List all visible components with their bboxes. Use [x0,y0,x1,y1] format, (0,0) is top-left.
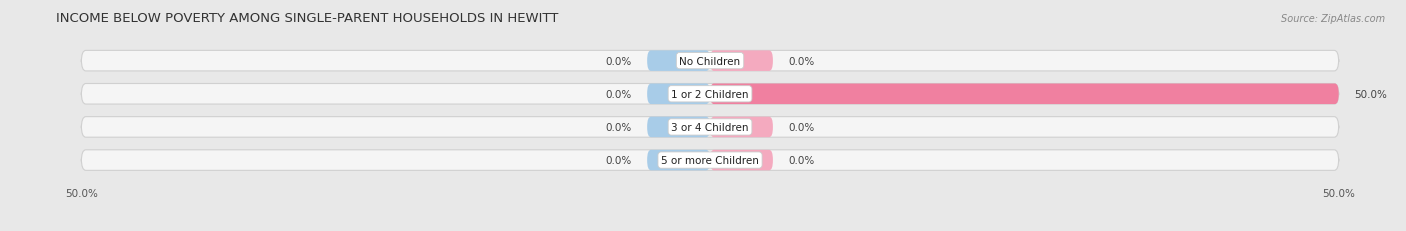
FancyBboxPatch shape [710,84,1339,105]
Legend: Single Father, Single Mother: Single Father, Single Mother [610,228,810,231]
Text: 0.0%: 0.0% [606,89,633,99]
FancyBboxPatch shape [647,84,710,105]
FancyBboxPatch shape [710,51,773,72]
Text: 0.0%: 0.0% [787,56,814,66]
FancyBboxPatch shape [82,84,1339,105]
Text: 0.0%: 0.0% [606,155,633,165]
FancyBboxPatch shape [710,150,773,171]
Text: 0.0%: 0.0% [606,56,633,66]
FancyBboxPatch shape [647,150,710,171]
FancyBboxPatch shape [647,117,710,138]
FancyBboxPatch shape [82,51,1339,72]
Text: 50.0%: 50.0% [1354,89,1386,99]
FancyBboxPatch shape [710,117,773,138]
FancyBboxPatch shape [647,51,710,72]
Text: 1 or 2 Children: 1 or 2 Children [671,89,749,99]
Text: 5 or more Children: 5 or more Children [661,155,759,165]
Text: 0.0%: 0.0% [787,155,814,165]
Text: 0.0%: 0.0% [787,122,814,132]
Text: Source: ZipAtlas.com: Source: ZipAtlas.com [1281,14,1385,24]
Text: No Children: No Children [679,56,741,66]
FancyBboxPatch shape [82,150,1339,171]
FancyBboxPatch shape [82,117,1339,138]
Text: 3 or 4 Children: 3 or 4 Children [671,122,749,132]
Text: 0.0%: 0.0% [606,122,633,132]
Text: INCOME BELOW POVERTY AMONG SINGLE-PARENT HOUSEHOLDS IN HEWITT: INCOME BELOW POVERTY AMONG SINGLE-PARENT… [56,12,558,25]
